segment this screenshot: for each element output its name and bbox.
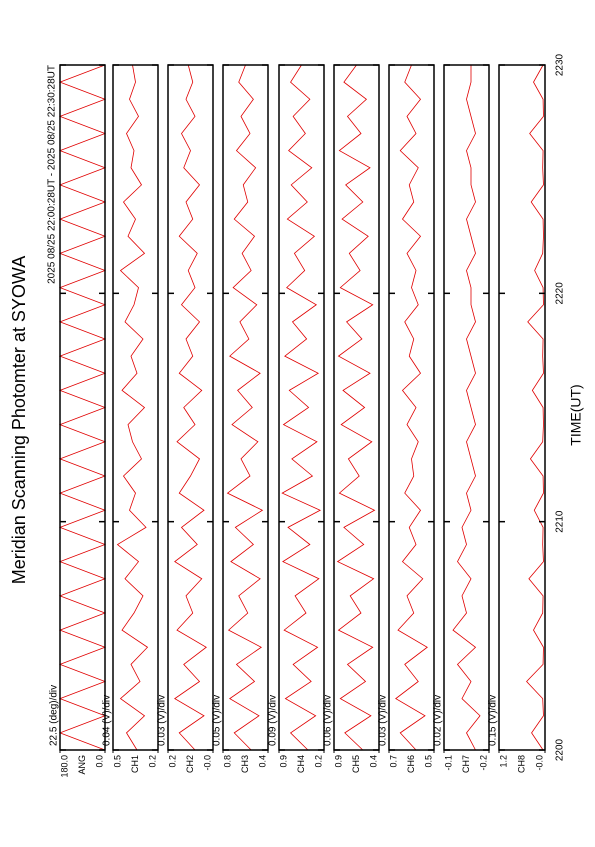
y-axis-label: CH1	[130, 755, 140, 773]
signal-line	[395, 64, 428, 751]
panel-border	[443, 64, 490, 751]
signal-line	[281, 64, 322, 751]
y-axis-label: CH8	[516, 755, 526, 773]
y-tick-label: 0.9	[278, 755, 288, 768]
panel-border	[278, 64, 325, 751]
y-tick-label: 0.2	[167, 755, 177, 768]
signal-line	[226, 64, 264, 751]
scale-label: 0.09 (V)/div	[268, 695, 279, 746]
x-tick-label: 2230	[555, 53, 566, 76]
panel-frame	[444, 65, 489, 750]
scale-label: 0.05 (V)/div	[212, 695, 223, 746]
y-tick-label: 0.0	[94, 755, 104, 768]
scale-label: 0.02 (V)/div	[433, 695, 444, 746]
y-tick-label: 0.4	[257, 755, 267, 768]
panel-frame	[499, 65, 545, 750]
y-axis-label: CH2	[185, 755, 195, 773]
y-tick-label: 180.0	[59, 755, 69, 778]
y-tick-label: 0.5	[112, 755, 122, 768]
chart-title: Meridian Scanning Photomter at SYOWA	[9, 256, 29, 584]
panel-border	[112, 64, 159, 751]
time-range: 2025 08/25 22:00:28UT - 2025 08/25 22:30…	[47, 65, 58, 284]
signal-line	[452, 65, 481, 751]
y-tick-label: 1.2	[498, 755, 508, 768]
panel-border	[59, 64, 106, 751]
signal-line	[174, 64, 207, 751]
y-tick-label: 0.7	[388, 755, 398, 768]
scale-label: 22.5 (deg)/div	[49, 685, 60, 746]
x-tick-label: 2220	[555, 282, 566, 305]
y-tick-label: 0.4	[368, 755, 378, 768]
signal-line	[336, 64, 376, 751]
y-axis-label: CH7	[461, 755, 471, 773]
x-tick-label: 2210	[555, 510, 566, 533]
panel-frame	[113, 65, 158, 750]
y-tick-label: -0.0	[202, 755, 212, 771]
y-axis-label: ANG	[77, 755, 87, 775]
y-tick-label: -0.0	[534, 755, 544, 771]
scale-label: 0.15 (V)/div	[488, 695, 499, 746]
y-axis-label: CH4	[296, 755, 306, 773]
x-tick-label: 2200	[555, 738, 566, 761]
y-tick-label: 0.8	[222, 755, 232, 768]
panel-frame	[60, 65, 105, 750]
scale-label: 0.03 (V)/div	[157, 695, 168, 746]
panel-border	[222, 64, 269, 751]
panel-frame	[279, 65, 324, 750]
rotated-plot: Meridian Scanning Photomter at SYOWA 202…	[9, 53, 584, 777]
y-tick-label: 0.9	[333, 755, 343, 768]
panel-border	[388, 64, 435, 751]
x-axis-label: TIME(UT)	[568, 384, 584, 445]
y-tick-label: -0.1	[443, 755, 453, 771]
scale-label: 0.04 (V)/div	[102, 695, 113, 746]
signal-line	[116, 64, 149, 751]
scale-label: 0.06 (V)/div	[323, 695, 334, 746]
scale-label: 0.03 (V)/div	[378, 695, 389, 746]
y-tick-label: 0.5	[423, 755, 433, 768]
y-axis-label: CH6	[406, 755, 416, 773]
y-tick-label: 0.2	[313, 755, 323, 768]
y-tick-label: -0.2	[478, 755, 488, 771]
panel-border	[167, 64, 214, 751]
y-tick-label: 0.2	[147, 755, 157, 768]
signal-line	[526, 64, 544, 751]
y-axis-label: CH3	[240, 755, 250, 773]
panel-border	[498, 64, 546, 751]
panel-border	[333, 64, 380, 751]
panel-frame	[223, 65, 268, 750]
y-axis-label: CH5	[351, 755, 361, 773]
